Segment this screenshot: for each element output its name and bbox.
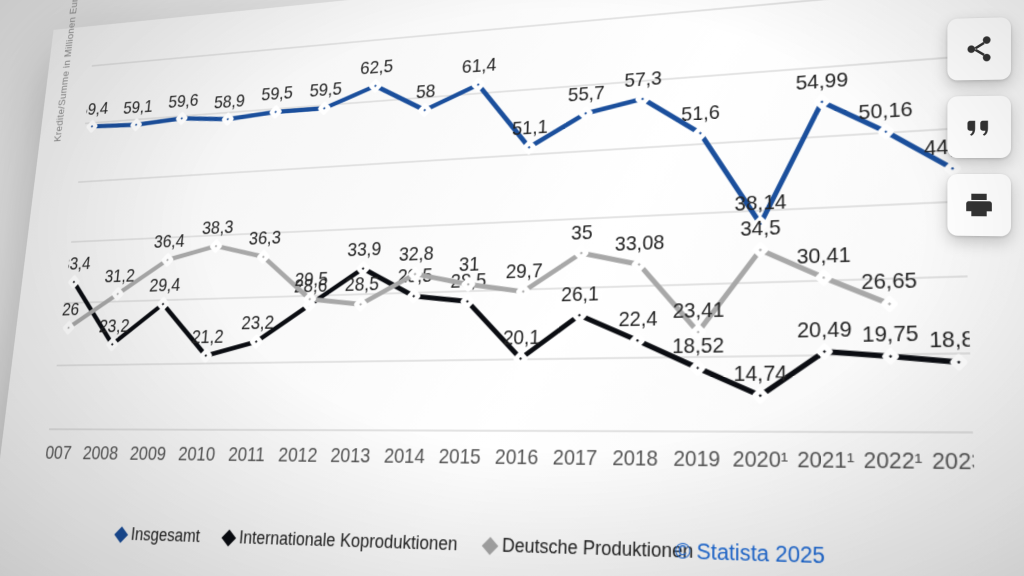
svg-text:2018: 2018	[612, 447, 658, 471]
svg-text:35: 35	[571, 223, 593, 245]
svg-text:2023¹: 2023¹	[932, 450, 975, 476]
svg-text:38,14: 38,14	[734, 192, 786, 217]
svg-text:2014: 2014	[383, 446, 426, 469]
share-button[interactable]	[947, 17, 1011, 80]
svg-text:2012: 2012	[278, 445, 319, 467]
svg-text:23,41: 23,41	[673, 300, 725, 324]
svg-text:2016: 2016	[495, 447, 539, 470]
toolbar	[947, 17, 1011, 236]
chart-card: Kredite/Summe in Millionen Euro 2007 2008…	[0, 0, 1024, 576]
svg-text:62,5: 62,5	[360, 57, 394, 79]
svg-text:2017: 2017	[552, 447, 597, 471]
y-axis-label: Kredite/Summe in Millionen Euro	[52, 0, 80, 142]
svg-text:2022¹: 2022¹	[863, 449, 922, 474]
svg-text:23,2: 23,2	[98, 316, 130, 336]
svg-text:2011: 2011	[227, 445, 265, 467]
credit-text: © Statista 2025	[675, 539, 826, 570]
legend-label: Insgesamt	[130, 524, 201, 547]
svg-text:59,5: 59,5	[261, 84, 294, 105]
svg-text:14,74: 14,74	[734, 362, 788, 386]
svg-text:58: 58	[415, 82, 436, 103]
svg-text:33,08: 33,08	[615, 233, 665, 257]
svg-text:33,4: 33,4	[60, 255, 92, 275]
svg-text:51,6: 51,6	[681, 102, 720, 126]
svg-text:26,1: 26,1	[561, 284, 599, 307]
svg-text:2010: 2010	[177, 444, 216, 465]
svg-text:31: 31	[458, 254, 479, 276]
legend-item[interactable]: Internationale Koproduktionen	[223, 527, 458, 556]
svg-text:2015: 2015	[438, 446, 481, 469]
cite-button[interactable]	[947, 96, 1011, 158]
svg-text:19,75: 19,75	[862, 322, 919, 347]
svg-text:2007: 2007	[45, 443, 73, 464]
svg-text:2008: 2008	[82, 444, 119, 465]
svg-text:2019: 2019	[673, 448, 720, 472]
print-icon	[964, 190, 995, 220]
legend: Insgesamt Internationale Koproduktionen De…	[115, 524, 977, 573]
svg-text:55,7: 55,7	[568, 83, 605, 106]
svg-text:59,4: 59,4	[79, 100, 110, 120]
print-button[interactable]	[947, 174, 1011, 236]
quote-icon	[964, 112, 995, 142]
chart-svg: 2007 2008 2009 2010 2011 2012 2013 2014 2015 2016…	[45, 0, 975, 479]
svg-text:21,2: 21,2	[191, 327, 225, 348]
legend-swatch	[482, 536, 499, 554]
svg-text:51,1: 51,1	[512, 117, 549, 140]
svg-text:20,1: 20,1	[502, 328, 540, 351]
share-icon	[964, 34, 995, 65]
svg-text:36,4: 36,4	[153, 232, 186, 253]
svg-text:61,4: 61,4	[461, 55, 497, 78]
svg-text:36,3: 36,3	[248, 228, 282, 249]
svg-text:58,9: 58,9	[213, 92, 245, 113]
svg-text:30,41: 30,41	[797, 245, 851, 270]
svg-text:18,88: 18,88	[929, 328, 975, 353]
legend-swatch	[114, 526, 128, 543]
svg-text:38,3: 38,3	[201, 218, 234, 239]
svg-text:2021¹: 2021¹	[797, 449, 854, 474]
plot-area: 2007 2008 2009 2010 2011 2012 2013 2014 2015 2016…	[45, 0, 975, 479]
svg-text:54,99: 54,99	[796, 70, 849, 95]
legend-item[interactable]: Insgesamt	[115, 524, 201, 547]
svg-text:57,3: 57,3	[624, 68, 662, 91]
svg-text:34,5: 34,5	[740, 218, 781, 242]
svg-text:29,7: 29,7	[505, 261, 543, 284]
svg-text:29,5: 29,5	[294, 270, 329, 291]
svg-text:59,1: 59,1	[122, 98, 153, 119]
svg-text:26: 26	[61, 300, 80, 320]
legend-label: Internationale Koproduktionen	[238, 527, 458, 555]
svg-text:31,2: 31,2	[104, 266, 136, 286]
legend-swatch	[222, 529, 237, 546]
svg-text:2020¹: 2020¹	[733, 448, 789, 473]
svg-text:22,4: 22,4	[618, 309, 658, 332]
svg-text:20,49: 20,49	[797, 318, 852, 342]
svg-text:28,5: 28,5	[344, 275, 379, 297]
svg-text:59,6: 59,6	[168, 91, 200, 112]
svg-text:2009: 2009	[129, 444, 167, 465]
svg-text:32,8: 32,8	[398, 244, 434, 266]
legend-label: Deutsche Produktionen	[502, 535, 694, 564]
svg-text:33,9: 33,9	[347, 239, 382, 261]
svg-text:26,65: 26,65	[861, 270, 917, 295]
svg-text:2013: 2013	[330, 445, 371, 467]
svg-text:23,2: 23,2	[241, 313, 275, 334]
svg-text:59,5: 59,5	[309, 80, 343, 102]
svg-text:29,4: 29,4	[148, 276, 181, 297]
svg-text:50,16: 50,16	[858, 99, 913, 125]
legend-item[interactable]: Deutsche Produktionen	[484, 534, 694, 563]
chart-scene: Kredite/Summe in Millionen Euro 2007 2008…	[0, 0, 1024, 576]
